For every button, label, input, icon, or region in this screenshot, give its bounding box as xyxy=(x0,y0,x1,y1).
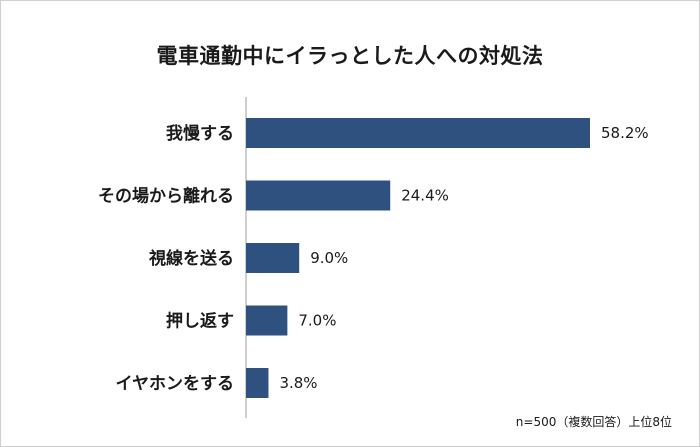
category-label-1: 我慢する xyxy=(166,123,234,144)
sample-note: n=500（複数回答）上位8位 xyxy=(515,415,672,429)
category-label-4: 押し返す xyxy=(166,311,234,332)
value-label-2: 24.4% xyxy=(401,187,449,205)
bar-3 xyxy=(246,243,300,273)
category-label-5: イヤホンをする xyxy=(116,374,235,394)
bar-5 xyxy=(246,368,269,398)
category-label-3: 視線を送る xyxy=(148,248,234,269)
chart-title: 電車通勤中にイラっとした人への対処法 xyxy=(156,44,544,68)
value-label-1: 58.2% xyxy=(601,124,649,142)
bar-4 xyxy=(246,305,288,336)
value-label-4: 7.0% xyxy=(298,312,336,330)
bar-1 xyxy=(246,118,590,148)
category-label-2: その場から離れる xyxy=(98,186,234,207)
bar-2 xyxy=(246,180,391,211)
value-label-3: 9.0% xyxy=(310,249,348,267)
value-label-5: 3.8% xyxy=(279,374,317,392)
